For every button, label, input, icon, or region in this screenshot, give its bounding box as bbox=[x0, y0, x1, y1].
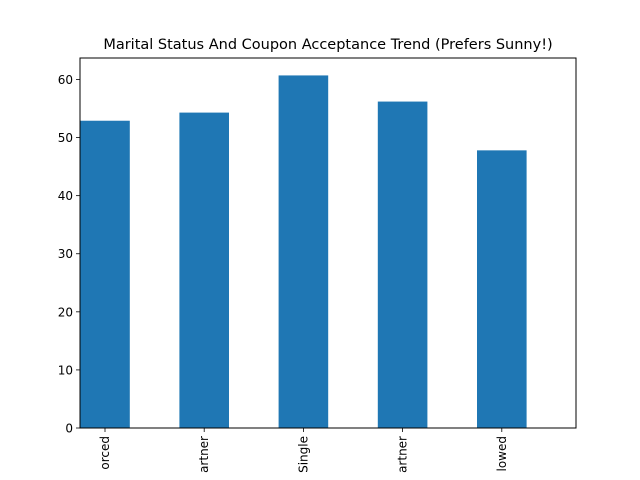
y-tick-label-6: 60 bbox=[58, 73, 73, 87]
x-tick-label-4: lowed bbox=[495, 436, 509, 472]
x-tick-label-2: Single bbox=[296, 436, 310, 473]
bar-1 bbox=[179, 112, 229, 429]
x-tick-label-1: artner bbox=[197, 436, 211, 473]
y-tick-label-2: 20 bbox=[58, 305, 73, 319]
x-tick-label-3: artner bbox=[396, 436, 410, 473]
chart-title: Marital Status And Coupon Acceptance Tre… bbox=[103, 37, 552, 53]
bar-4 bbox=[477, 150, 527, 428]
y-tick-label-4: 40 bbox=[58, 189, 73, 203]
x-tick-label-0: orced bbox=[98, 436, 112, 470]
bar-3 bbox=[377, 101, 428, 429]
y-axis: 0 10 20 30 40 50 60 bbox=[58, 73, 80, 436]
bar-0 bbox=[80, 120, 130, 428]
x-axis: orced artner Single artner lowed bbox=[98, 428, 509, 473]
y-tick-label-5: 50 bbox=[58, 131, 73, 145]
plot-frame bbox=[79, 57, 577, 429]
y-tick-label-3: 30 bbox=[58, 247, 73, 261]
y-tick-label-0: 0 bbox=[65, 422, 73, 436]
bars-group bbox=[80, 75, 527, 429]
bar-2 bbox=[278, 75, 329, 429]
y-tick-label-1: 10 bbox=[58, 363, 73, 377]
